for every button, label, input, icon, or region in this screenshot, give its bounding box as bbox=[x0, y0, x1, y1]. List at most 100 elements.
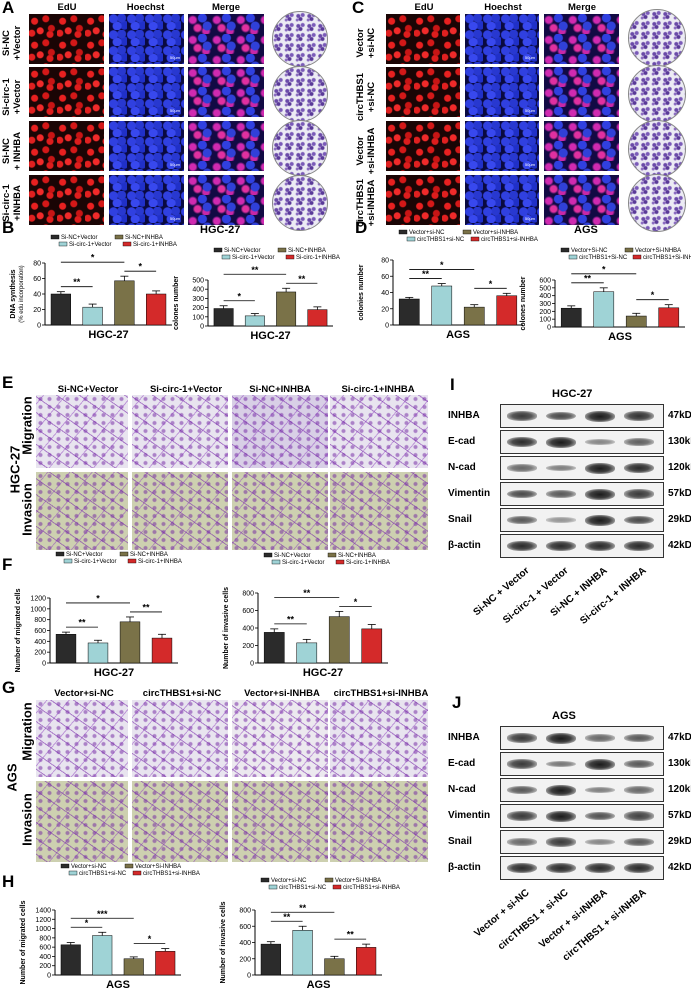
blot-band bbox=[624, 411, 654, 421]
blot-strip bbox=[500, 404, 664, 428]
protein-label: β-actin bbox=[448, 540, 481, 551]
blot-band bbox=[507, 733, 537, 743]
col-header-edu: EdU bbox=[57, 2, 77, 13]
hoechst-image: 50μm bbox=[109, 121, 184, 171]
legend-swatch bbox=[406, 236, 416, 242]
edu-image bbox=[386, 67, 460, 117]
panel-label-c: C bbox=[352, 0, 365, 17]
y-axis-label: colones number bbox=[520, 276, 527, 330]
y-tick-label: 100 bbox=[192, 314, 204, 321]
legend-label: Si-circ-1+INHBA bbox=[346, 560, 390, 566]
y-tick-label: 0 bbox=[42, 661, 46, 668]
y-tick-label: 800 bbox=[39, 935, 51, 942]
blot-band bbox=[507, 489, 537, 499]
x-axis-label: HGC-27 bbox=[94, 667, 134, 679]
blot-band bbox=[585, 410, 615, 422]
blot-strip bbox=[500, 752, 664, 776]
legend-label: Vector+si-NC bbox=[409, 230, 445, 236]
legend-label: circTHBS1+si-INHBA bbox=[481, 237, 538, 243]
y-tick-label: 1200 bbox=[35, 917, 51, 924]
legend-label: Si-NC+INHBA bbox=[288, 248, 326, 254]
blot-band bbox=[546, 411, 576, 421]
legend-swatch bbox=[624, 247, 634, 253]
blot-band bbox=[624, 540, 654, 552]
merge-image bbox=[544, 175, 619, 225]
legend-swatch bbox=[260, 877, 270, 883]
blot-band bbox=[507, 862, 537, 874]
merge-image bbox=[188, 175, 264, 225]
invasion-image bbox=[36, 781, 128, 862]
blot-band bbox=[585, 862, 615, 874]
migration-image bbox=[132, 700, 228, 777]
y-axis-label: (% edu incorporation) bbox=[19, 265, 25, 322]
x-axis-label: AGS bbox=[307, 979, 331, 991]
hoechst-image: 50μm bbox=[465, 175, 539, 225]
legend-label: circTHBS1+si-NC bbox=[279, 885, 327, 891]
y-tick-label: 200 bbox=[39, 963, 51, 970]
legend-label: Vector+si-INHBA bbox=[473, 230, 518, 236]
legend-swatch bbox=[63, 558, 73, 564]
blot-band bbox=[546, 837, 576, 847]
y-tick-label: 60 bbox=[381, 274, 389, 281]
hoechst-image: 50μm bbox=[465, 67, 539, 117]
kda-label: 57kDa bbox=[668, 488, 691, 499]
legend-label: Vector+Si-INHBA bbox=[335, 878, 381, 884]
y-tick-label: 100 bbox=[539, 317, 551, 324]
significance-label: * bbox=[440, 260, 444, 270]
x-axis-label: AGS bbox=[446, 329, 470, 341]
significance-label: ** bbox=[347, 930, 355, 940]
y-tick-label: 200 bbox=[242, 643, 254, 650]
blot-band bbox=[585, 811, 615, 821]
edu-image bbox=[29, 67, 104, 117]
x-axis-label: HGC-27 bbox=[250, 330, 290, 342]
significance-label: * bbox=[651, 290, 655, 300]
blot-strip bbox=[500, 482, 664, 506]
invasion-image bbox=[132, 781, 228, 862]
legend-label: Si-circ-1+Vector bbox=[282, 560, 325, 566]
blot-band bbox=[585, 540, 615, 552]
kda-label: 29kDa bbox=[668, 514, 691, 525]
x-axis-label: AGS bbox=[106, 979, 130, 991]
legend-swatch bbox=[58, 241, 68, 247]
legend-label: Vector+Si-INHBA bbox=[135, 864, 181, 870]
col-header-hoechst: Hoechst bbox=[126, 2, 165, 13]
y-tick-label: 800 bbox=[34, 617, 46, 624]
cell-line-label: AGS bbox=[574, 224, 598, 236]
legend-label: circTHBS1+si-INHBA bbox=[343, 885, 400, 891]
kda-label: 29kDa bbox=[668, 836, 691, 847]
legend-swatch bbox=[68, 870, 78, 876]
y-tick-label: 400 bbox=[39, 954, 51, 961]
bar bbox=[82, 306, 103, 326]
legend-swatch bbox=[132, 870, 142, 876]
significance-label: ** bbox=[283, 912, 291, 922]
legend-label: Si-circ-1+Vector bbox=[74, 559, 117, 565]
blot-band bbox=[585, 514, 615, 526]
blot-strip bbox=[500, 830, 664, 854]
y-tick-label: 800 bbox=[239, 908, 251, 915]
significance-label: ** bbox=[422, 269, 430, 279]
y-tick-label: 200 bbox=[34, 650, 46, 657]
significance-label: *** bbox=[97, 909, 108, 919]
migration-image bbox=[232, 395, 328, 468]
bar bbox=[431, 285, 453, 326]
hoechst-image: 50μm bbox=[465, 121, 539, 171]
invasion-image bbox=[232, 781, 328, 862]
bar bbox=[324, 958, 345, 976]
merge-image bbox=[188, 121, 264, 171]
legend-swatch bbox=[335, 559, 345, 565]
blot-band bbox=[546, 540, 576, 552]
bar bbox=[244, 315, 265, 327]
colony-dish-image bbox=[272, 120, 328, 176]
y-axis-label: colones number bbox=[173, 276, 180, 330]
significance-label: ** bbox=[303, 588, 311, 598]
blot-band bbox=[507, 759, 537, 769]
bar bbox=[593, 291, 615, 328]
protein-label: β-actin bbox=[448, 862, 481, 873]
bar bbox=[123, 958, 144, 976]
blot-band bbox=[507, 811, 537, 821]
legend-label: circTHBS1+si-NC bbox=[79, 871, 127, 877]
y-tick-label: 20 bbox=[33, 307, 41, 314]
legend-swatch bbox=[268, 884, 278, 890]
legend-swatch bbox=[60, 863, 70, 869]
blot-band bbox=[585, 838, 615, 846]
